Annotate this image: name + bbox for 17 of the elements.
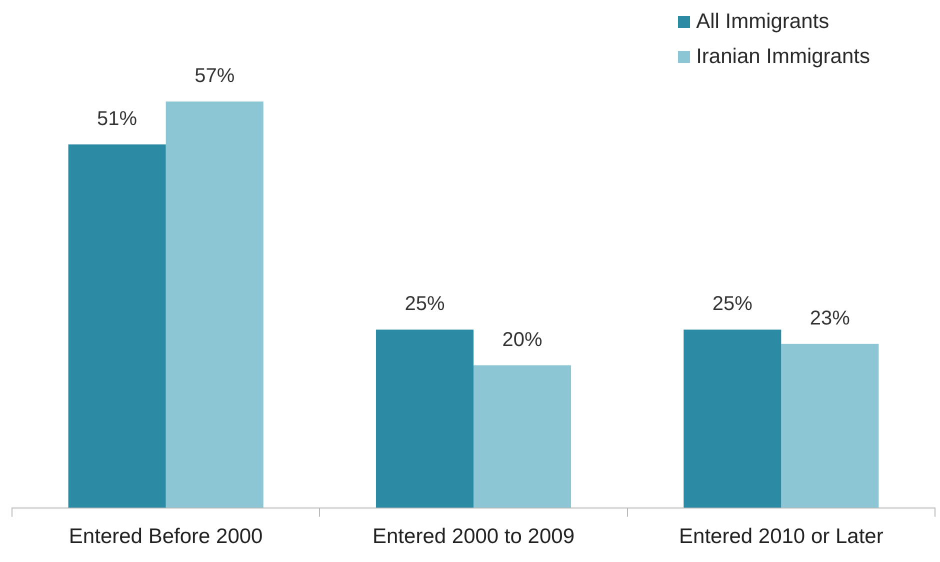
- data-label: 23%: [810, 307, 850, 330]
- x-tick-label: Entered Before 2000: [68, 525, 263, 548]
- legend-label: Iranian Immigrants: [696, 44, 870, 68]
- bar: [68, 144, 166, 508]
- data-label: 20%: [502, 328, 542, 351]
- data-label: 57%: [194, 65, 235, 88]
- data-label: 51%: [97, 108, 138, 130]
- bar: [474, 365, 572, 508]
- bar: [376, 330, 474, 508]
- bar: [166, 102, 264, 508]
- x-tick-label: Entered 2000 to 2009: [372, 525, 575, 548]
- bar: [684, 330, 782, 508]
- data-label: 25%: [712, 293, 753, 316]
- bar: [781, 344, 879, 508]
- x-tick-label: Entered 2010 or Later: [679, 525, 884, 548]
- legend-label: All Immigrants: [696, 10, 830, 34]
- data-label: 25%: [404, 293, 445, 316]
